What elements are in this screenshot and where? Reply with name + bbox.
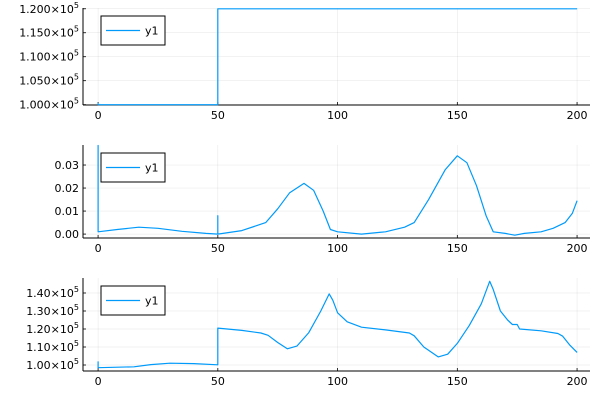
y-tick-label: 1.20×105 xyxy=(26,321,79,336)
x-tick-label: 200 xyxy=(567,375,588,388)
series-line-y1 xyxy=(97,280,578,369)
x-tick-label: 50 xyxy=(211,109,225,122)
legend-label: y1 xyxy=(145,25,159,38)
x-tick-label: 50 xyxy=(211,375,225,388)
y-tick-label: 0.00 xyxy=(55,228,80,241)
y-tick-label: 1.050×105 xyxy=(19,73,79,88)
x-tick-label: 0 xyxy=(95,109,102,122)
x-tick-label: 100 xyxy=(327,242,348,255)
series-line-y1 xyxy=(97,8,578,106)
y-tick-label: 1.40×105 xyxy=(26,285,79,300)
x-tick-label: 150 xyxy=(447,242,468,255)
x-tick-label: 50 xyxy=(211,242,225,255)
legend: y1 xyxy=(100,15,166,46)
legend-label: y1 xyxy=(145,162,159,175)
legend: y1 xyxy=(100,152,166,183)
y-tick-label: 1.100×105 xyxy=(19,49,79,64)
subplot-1: 0 50 100 150 200 1.000×105 1.050×105 1.100×105 1… xyxy=(19,1,590,122)
x-tick-label: 200 xyxy=(567,242,588,255)
y-tick-label: 0.03 xyxy=(55,159,80,172)
subplot-2: 0 50 100 150 200 0.00 0.01 0.02 0.03 y1 xyxy=(55,144,590,255)
x-tick-label: 0 xyxy=(95,375,102,388)
x-tick-label: 100 xyxy=(327,109,348,122)
y-tick-label: 1.000×105 xyxy=(19,97,79,112)
y-tick-label: 0.02 xyxy=(55,182,80,195)
y-tick-label: 1.200×105 xyxy=(19,1,79,16)
x-tick-label: 0 xyxy=(95,242,102,255)
y-tick-label: 0.01 xyxy=(55,205,80,218)
legend-label: y1 xyxy=(145,295,159,308)
x-tick-label: 150 xyxy=(447,375,468,388)
legend: y1 xyxy=(100,285,166,316)
y-tick-label: 1.00×105 xyxy=(26,357,79,372)
x-tick-label: 200 xyxy=(567,109,588,122)
x-tick-label: 100 xyxy=(327,375,348,388)
x-tick-label: 150 xyxy=(447,109,468,122)
subplot-3: 0 50 100 150 200 1.00×105 1.10×105 1.20×105 1.30… xyxy=(26,278,590,388)
y-tick-label: 1.10×105 xyxy=(26,339,79,354)
y-tick-label: 1.30×105 xyxy=(26,303,79,318)
series-line-y1 xyxy=(97,144,578,236)
y-tick-label: 1.150×105 xyxy=(19,25,79,40)
